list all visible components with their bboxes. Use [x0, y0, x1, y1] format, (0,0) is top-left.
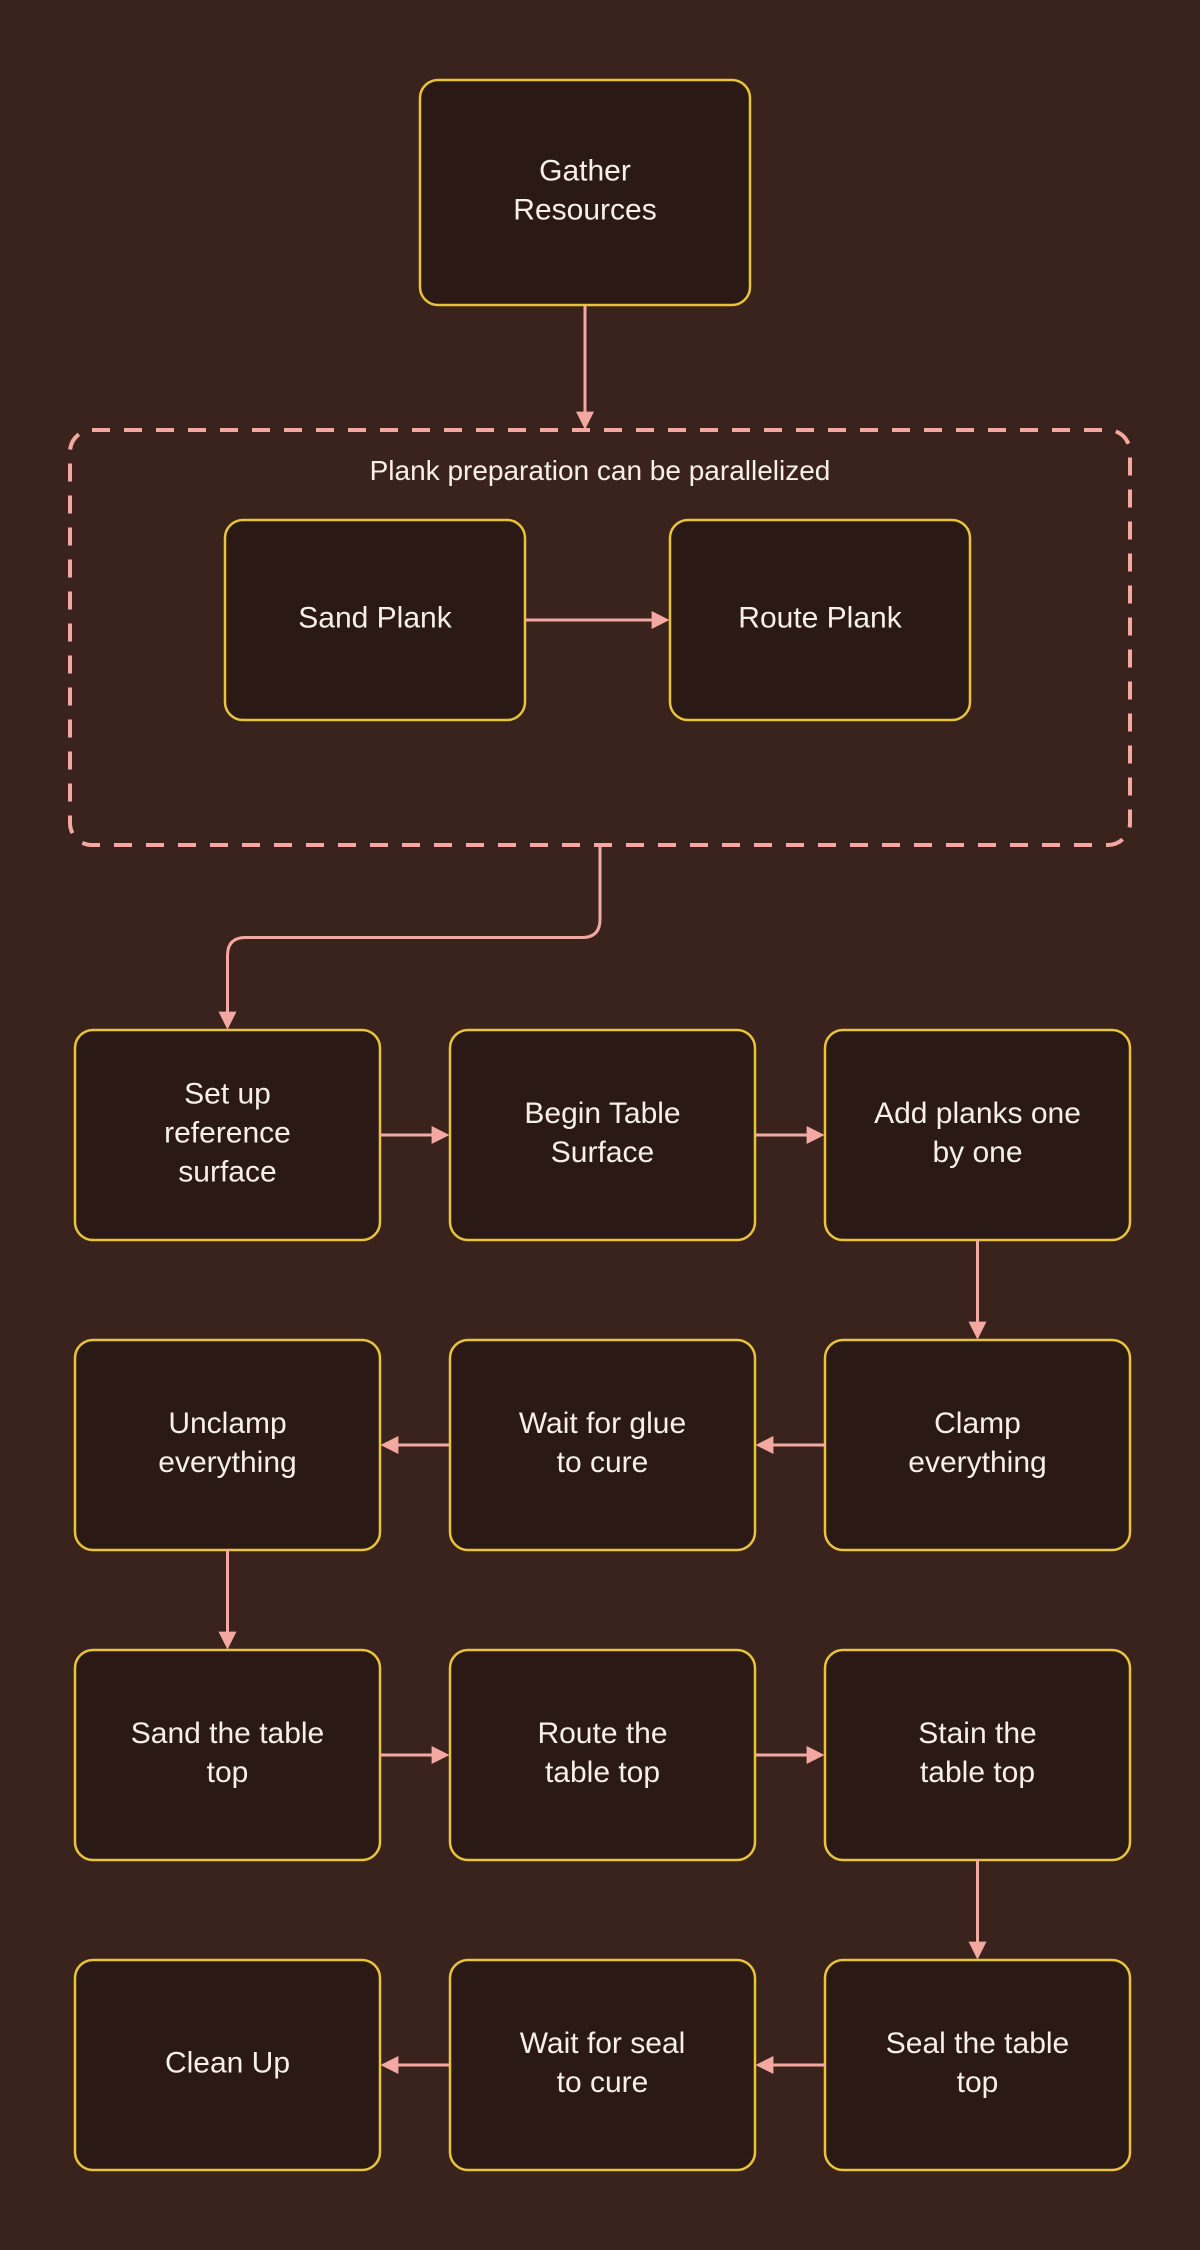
node-label: Sand Plank — [298, 602, 452, 635]
node-sealtop: Seal the tabletop — [825, 1960, 1130, 2170]
node-add: Add planks oneby one — [825, 1030, 1130, 1240]
flowchart: Plank preparation can be parallelized Gat… — [0, 0, 1200, 2250]
node-cleanup: Clean Up — [75, 1960, 380, 2170]
node-clamp: Clampeverything — [825, 1340, 1130, 1550]
node-sandtop: Sand the tabletop — [75, 1650, 380, 1860]
node-ref: Set upreferencesurface — [75, 1030, 380, 1240]
node-label: Route Plank — [738, 602, 902, 635]
node-gather: GatherResources — [420, 80, 750, 305]
node-label: Clean Up — [165, 2047, 290, 2080]
node-staintop: Stain thetable top — [825, 1650, 1130, 1860]
subgraph-label: Plank preparation can be parallelized — [370, 455, 831, 486]
node-unclamp: Unclampeverything — [75, 1340, 380, 1550]
edge-subgraph_bottom-ref — [228, 845, 601, 1026]
node-waitglue: Wait for glueto cure — [450, 1340, 755, 1550]
node-sand: Sand Plank — [225, 520, 525, 720]
node-waitseal: Wait for sealto cure — [450, 1960, 755, 2170]
node-route: Route Plank — [670, 520, 970, 720]
node-begin: Begin TableSurface — [450, 1030, 755, 1240]
node-routetop: Route thetable top — [450, 1650, 755, 1860]
